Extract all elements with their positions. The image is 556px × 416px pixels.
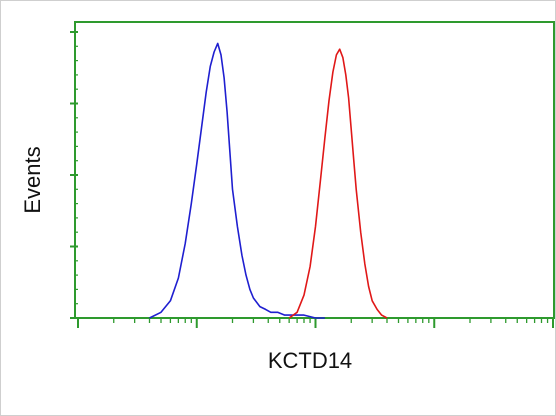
y-axis-ticks bbox=[70, 31, 78, 319]
plot-area bbox=[74, 21, 555, 319]
series-line-blue bbox=[149, 42, 325, 319]
x-axis-ticks bbox=[77, 318, 554, 328]
y-axis-label: Events bbox=[20, 146, 45, 213]
series-line-red bbox=[288, 48, 388, 319]
x-axis-label: KCTD14 bbox=[268, 348, 352, 373]
series-layer bbox=[149, 42, 388, 319]
